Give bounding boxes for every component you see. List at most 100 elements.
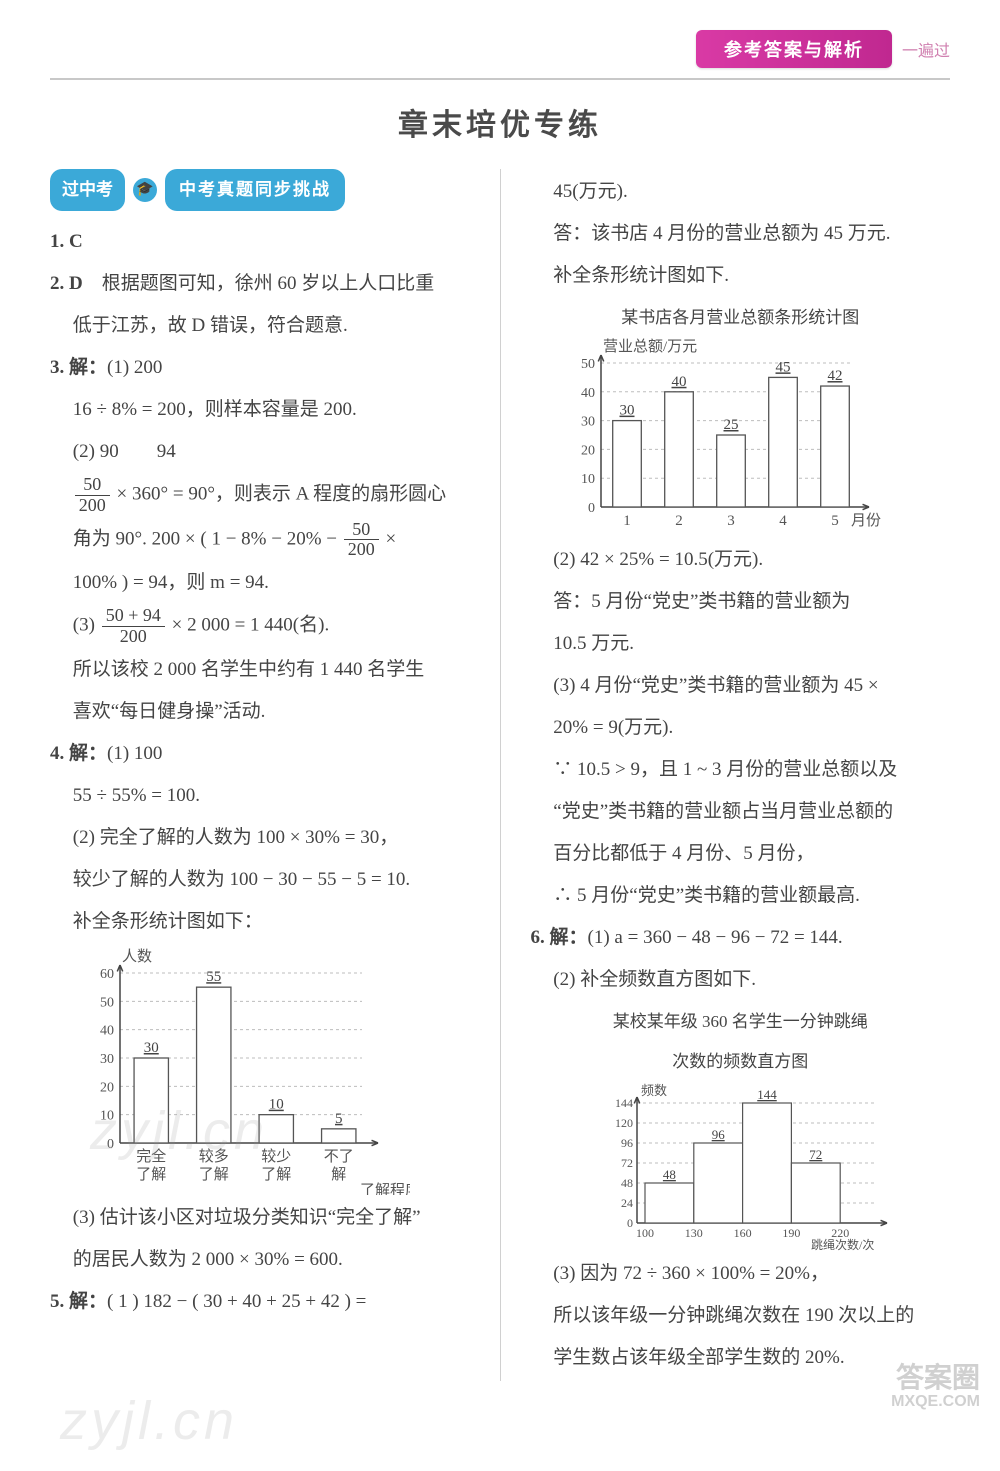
svg-text:100: 100 (636, 1226, 654, 1240)
svg-text:30: 30 (619, 403, 634, 419)
svg-text:较少: 较少 (261, 1147, 291, 1165)
svg-text:72: 72 (621, 1156, 633, 1170)
svg-text:160: 160 (733, 1226, 751, 1240)
svg-text:较多: 较多 (199, 1147, 229, 1165)
svg-text:20: 20 (100, 1080, 114, 1095)
svg-text:了解程度: 了解程度 (360, 1182, 410, 1195)
footer-logo: 答案圈 MXQE.COM (891, 1363, 980, 1411)
q3-2: (2) 90 94 (50, 433, 470, 471)
svg-text:了解: 了解 (199, 1166, 229, 1183)
svg-text:72: 72 (809, 1147, 822, 1162)
q6-1: (1) a = 360 − 48 − 96 − 72 = 144. (588, 927, 843, 948)
svg-text:4: 4 (779, 513, 787, 529)
svg-text:130: 130 (684, 1226, 702, 1240)
q4-lead: 4. 解： (50, 743, 107, 764)
r7b: “党史”类书籍的营业额占当月营业总额的 (531, 793, 951, 831)
svg-text:120: 120 (615, 1116, 633, 1130)
fraction-5094-200: 50 + 94200 (102, 606, 165, 647)
header-bar: 参考答案与解析 一遍过 (50, 30, 950, 68)
r8: ∴ 5 月份“党史”类书籍的营业额最高. (531, 877, 951, 915)
r7c: 百分比都低于 4 月份、5 月份， (531, 835, 951, 873)
svg-text:48: 48 (621, 1176, 633, 1190)
svg-text:40: 40 (100, 1023, 114, 1038)
q3-3-prefix: (3) (73, 615, 100, 636)
r7a: ∵ 10.5 > 9，且 1 ~ 3 月份的营业总额以及 (531, 751, 951, 789)
svg-text:月份: 月份 (851, 512, 881, 529)
svg-text:144: 144 (757, 1087, 777, 1102)
q2-body: 根据题图可知，徐州 60 岁以上人口比重 (83, 273, 435, 294)
svg-text:40: 40 (581, 386, 595, 401)
watermark-2: zyjl.cn (60, 1390, 238, 1452)
q1: 1. C (50, 223, 470, 261)
svg-text:人数: 人数 (122, 948, 152, 965)
badge-right: 中考真题同步挑战 (165, 169, 345, 211)
q6-3a: (3) 因为 72 ÷ 360 × 100% = 20%， (531, 1255, 951, 1293)
q4-2a: (2) 完全了解的人数为 100 × 30% = 30， (50, 819, 470, 857)
svg-text:50: 50 (100, 995, 114, 1010)
q3-1: (1) 200 (107, 357, 162, 378)
svg-text:25: 25 (723, 417, 738, 433)
svg-text:96: 96 (711, 1127, 725, 1142)
q2: 2. D 根据题图可知，徐州 60 岁以上人口比重 (50, 265, 470, 303)
page: 参考答案与解析 一遍过 章末培优专练 过中考 🎓 中考真题同步挑战 1. C 2… (0, 0, 1000, 1421)
badge-cap-icon: 🎓 (133, 178, 157, 202)
q3-2c-after: × (381, 528, 396, 549)
right-column: 45(万元). 答：该书店 4 月份的营业总额为 45 万元. 补全条形统计图如… (531, 169, 951, 1381)
chart-r1-wrap: 01020304050301402253454425营业总额/万元月份 (561, 337, 951, 537)
q3-lead: 3. 解： (50, 357, 107, 378)
chart-right-1: 01020304050301402253454425营业总额/万元月份 (561, 337, 901, 537)
q6-2: (2) 补全频数直方图如下. (531, 961, 951, 999)
svg-text:40: 40 (671, 374, 686, 390)
page-title: 章末培优专练 (50, 100, 950, 144)
q5-body: ( 1 ) 182 − ( 30 + 40 + 25 + 42 ) = (107, 1291, 366, 1312)
q4-3b: 的居民人数为 2 000 × 30% = 600. (50, 1241, 470, 1279)
r3: 补全条形统计图如下. (531, 257, 951, 295)
chart-left-wrap: 010203040506030完全了解55较多了解10较少了解5不了解人数了解程… (80, 945, 470, 1195)
r4: (2) 42 × 25% = 10.5(万元). (531, 541, 951, 579)
q6-3b: 所以该年级一分钟跳绳次数在 190 次以上的 (531, 1297, 951, 1335)
svg-text:20: 20 (581, 443, 595, 458)
two-column-layout: 过中考 🎓 中考真题同步挑战 1. C 2. D 根据题图可知，徐州 60 岁以… (50, 169, 950, 1381)
chart-r2-wrap: 024487296120144489614472100130160190220频… (591, 1081, 951, 1251)
r2: 答：该书店 4 月份的营业总额为 45 万元. (531, 215, 951, 253)
q2-lead: 2. D (50, 273, 83, 294)
svg-text:144: 144 (615, 1096, 633, 1110)
chart-r2-title1: 某校某年级 360 名学生一分钟跳绳 (531, 1005, 951, 1039)
svg-text:10: 10 (100, 1108, 114, 1123)
q3-2c: 角为 90°. 200 × ( 1 − 8% − 20% − 50200 × (50, 520, 470, 561)
svg-text:5: 5 (831, 513, 839, 529)
q2-body2: 低于江苏，故 D 错误，符合题意. (50, 307, 470, 345)
horizontal-rule (50, 78, 950, 80)
svg-text:45: 45 (775, 359, 790, 375)
q6: 6. 解：(1) a = 360 − 48 − 96 − 72 = 144. (531, 919, 951, 957)
q4-2b: 较少了解的人数为 100 − 30 − 55 − 5 = 10. (50, 861, 470, 899)
q3-2b: 50200 × 360° = 90°，则表示 A 程度的扇形圆心 (50, 475, 470, 516)
svg-text:30: 30 (100, 1052, 114, 1067)
q5: 5. 解：( 1 ) 182 − ( 30 + 40 + 25 + 42 ) = (50, 1283, 470, 1321)
svg-text:30: 30 (144, 1040, 159, 1056)
svg-text:10: 10 (581, 472, 595, 487)
badge-left: 过中考 (50, 169, 125, 211)
svg-text:2: 2 (675, 513, 683, 529)
svg-text:50: 50 (581, 357, 595, 372)
r5b: 10.5 万元. (531, 625, 951, 663)
r6a: (3) 4 月份“党史”类书籍的营业额为 45 × (531, 667, 951, 705)
q4-2c: 补全条形统计图如下： (50, 903, 470, 941)
svg-text:营业总额/万元: 营业总额/万元 (603, 338, 697, 355)
svg-text:了解: 了解 (261, 1166, 291, 1183)
svg-text:解: 解 (331, 1166, 346, 1183)
svg-text:42: 42 (827, 368, 842, 384)
svg-text:0: 0 (107, 1137, 114, 1152)
svg-text:不了: 不了 (324, 1148, 354, 1165)
q3-2d: 100% ) = 94，则 m = 94. (50, 564, 470, 602)
column-divider (500, 169, 501, 1381)
q3-3: (3) 50 + 94200 × 2 000 = 1 440(名). (50, 606, 470, 647)
q4-3a: (3) 估计该小区对垃圾分类知识“完全了解” (50, 1199, 470, 1237)
q4-1: (1) 100 (107, 743, 162, 764)
fraction-50-200: 50200 (75, 475, 110, 516)
chart-r1-title: 某书店各月营业总额条形统计图 (531, 301, 951, 335)
q3-2c-prefix: 角为 90°. 200 × ( 1 − 8% − 20% − (73, 528, 342, 549)
svg-text:1: 1 (623, 513, 631, 529)
svg-text:24: 24 (621, 1196, 633, 1210)
svg-text:跳绳次数/次: 跳绳次数/次 (811, 1237, 874, 1251)
